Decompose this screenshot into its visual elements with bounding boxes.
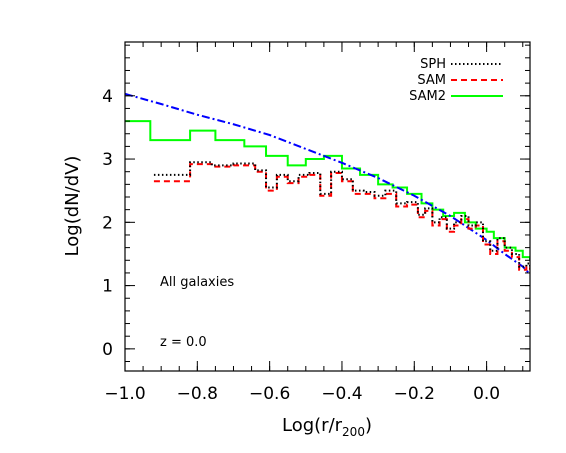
series-line-sam [153,163,530,271]
annotation-redshift: z = 0.0 [160,335,207,350]
x-tick-label: −0.4 [321,384,362,404]
legend-label-sam: SAM [417,73,446,88]
y-tick-label: 3 [102,150,113,170]
series-line-analytic [125,92,530,275]
series-layer [125,92,530,275]
x-tick-label: −0.8 [177,384,218,404]
y-tick-label: 0 [102,340,113,360]
x-tick-label: −0.2 [394,384,435,404]
y-tick-label: 4 [102,87,113,107]
plot-frame [124,41,531,372]
series-line-sam2 [125,120,530,261]
x-axis-label: Log(r/r200) [282,415,372,439]
series-line-sph [153,161,530,268]
y-tick-label: 2 [102,213,113,233]
x-tick-label: −0.6 [249,384,290,404]
x-tick-label: 0.0 [473,384,500,404]
y-axis-label: Log(dN/dV) [62,156,83,257]
ticks-layer: −1.0 −0.8 −0.6 −0.4 −0.2 0.0 0 1 2 3 4 [102,42,530,404]
legend-label-sph: SPH [420,57,446,72]
x-tick-label: −1.0 [104,384,145,404]
x-axis-label-subscript: 200 [342,425,365,439]
legend: SPH SAM SAM2 [409,57,503,104]
annotation-all-galaxies: All galaxies [160,275,234,290]
legend-label-sam2: SAM2 [409,89,446,104]
y-tick-label: 1 [102,277,113,297]
